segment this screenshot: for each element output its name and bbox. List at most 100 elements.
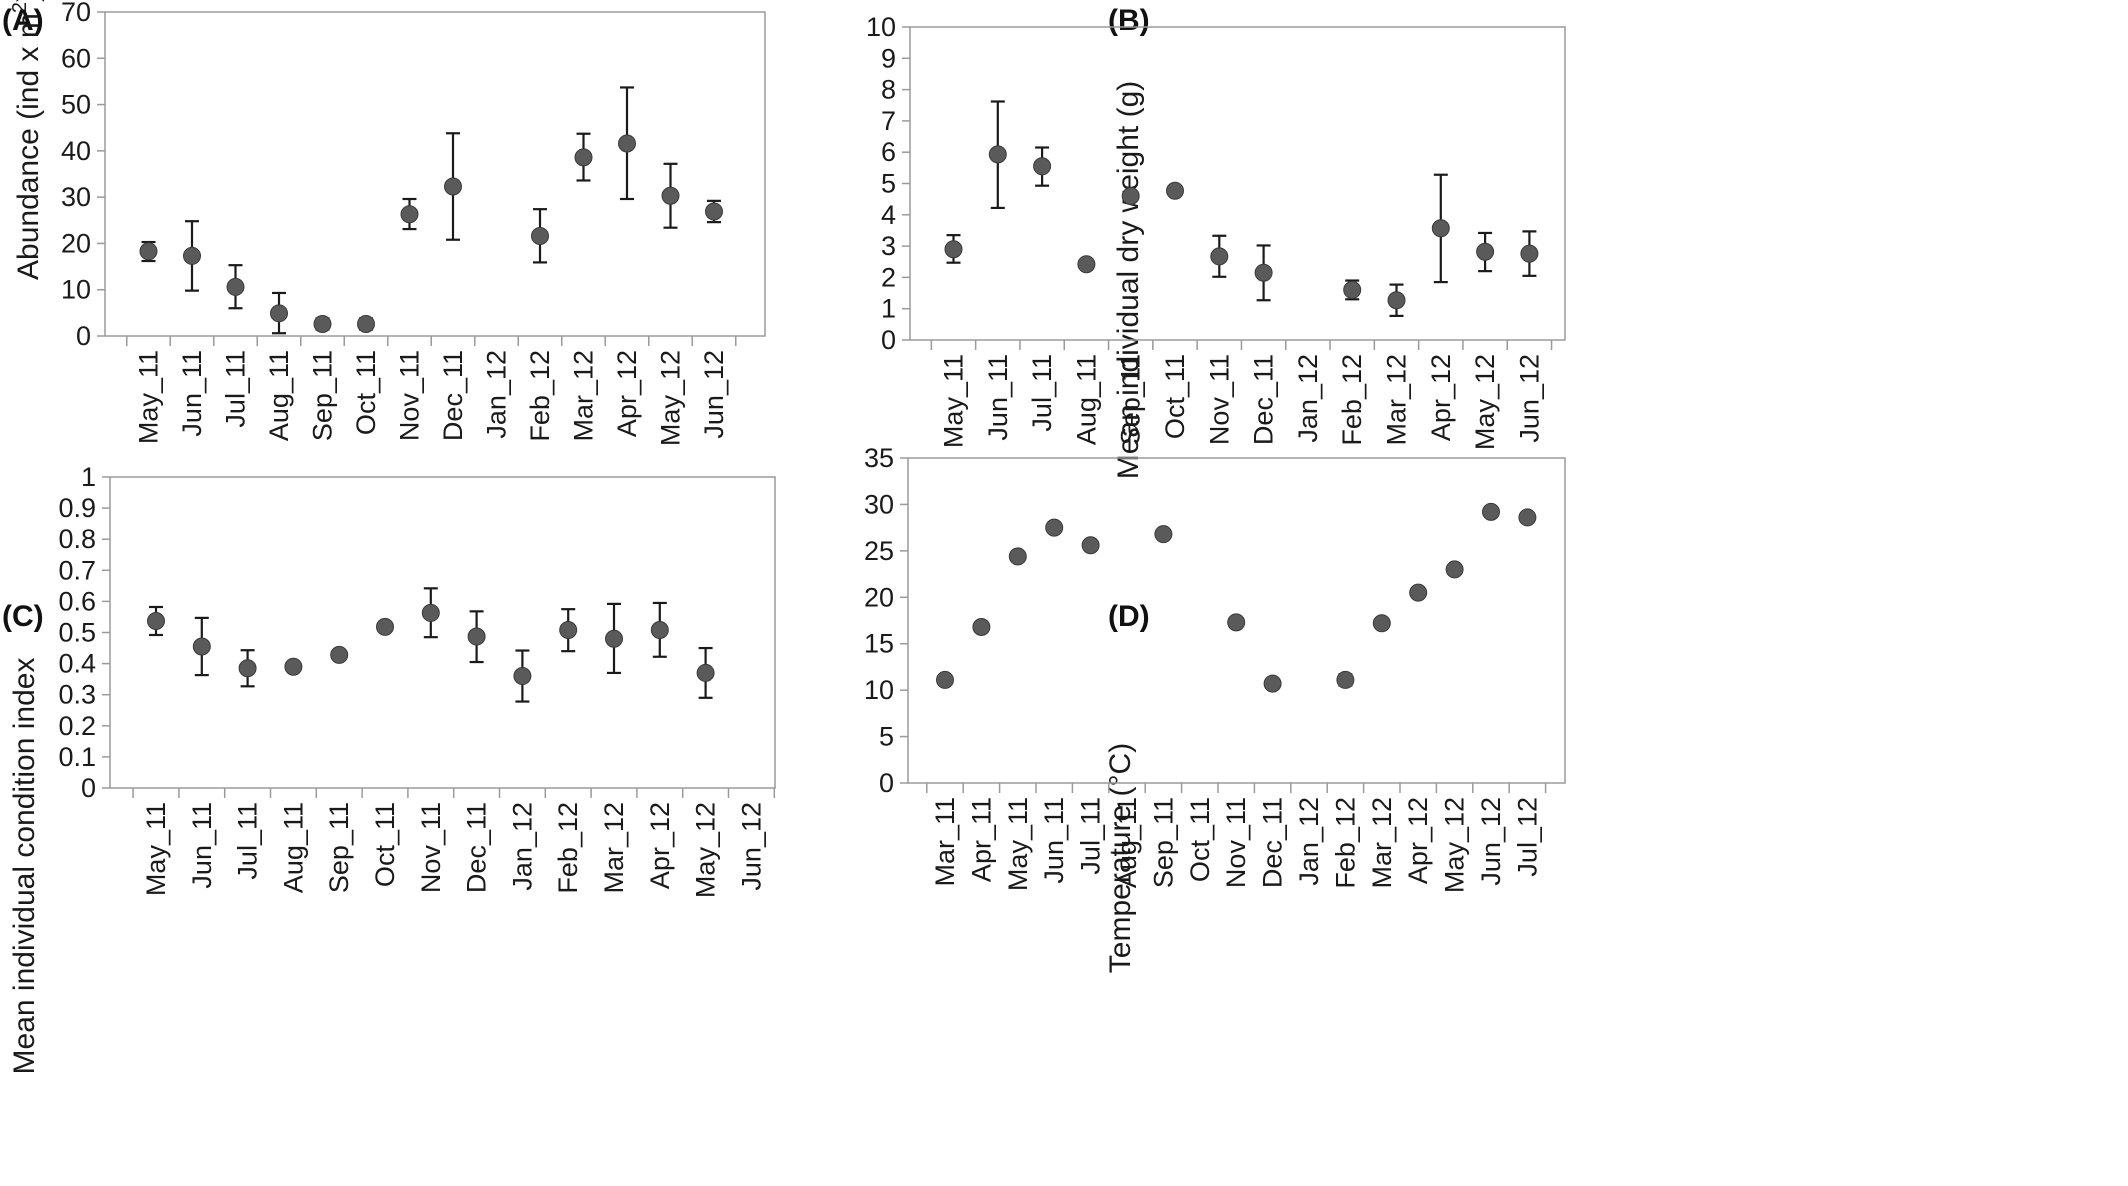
y-axis-title-d: Temperature (°C) xyxy=(1104,743,1137,973)
y-axis-title-a: Abundance (ind x m2) xyxy=(9,0,45,280)
y-tick-label-b: 2 xyxy=(881,262,896,292)
data-point-a xyxy=(357,314,375,333)
plot-frame-b xyxy=(909,26,1566,341)
y-tick-label-b: 10 xyxy=(866,12,896,42)
data-point-b xyxy=(944,240,963,259)
x-tick-label-b: Feb_12 xyxy=(1337,354,1367,446)
data-point-a xyxy=(618,134,636,153)
y-tick-label-a: 50 xyxy=(61,90,91,120)
data-point-a xyxy=(661,186,680,205)
y-tick-label-d: 15 xyxy=(864,629,894,659)
data-point-c xyxy=(192,637,211,656)
data-point-c xyxy=(467,627,486,646)
y-tick-label-b: 5 xyxy=(881,169,896,199)
x-tick-label-d: Jul_11 xyxy=(1076,797,1106,875)
y-tick-label-d: 0 xyxy=(879,768,894,798)
data-point-d xyxy=(972,618,991,636)
x-tick-label-b: Apr_12 xyxy=(1426,354,1456,441)
y-tick-label-a: 10 xyxy=(61,275,91,305)
data-point-d xyxy=(1409,583,1428,602)
data-point-b xyxy=(1077,255,1096,274)
panel-b: (B) Mean individual dry weight (g) 01234… xyxy=(866,4,1566,480)
y-tick-label-b: 0 xyxy=(881,325,896,355)
x-tick-label-c: May_12 xyxy=(691,802,721,898)
y-tick-label-b: 3 xyxy=(881,231,896,261)
y-tick-label-b: 1 xyxy=(881,294,896,324)
y-tick-label-c: 0 xyxy=(81,773,96,803)
panel-label-a: (A) xyxy=(2,4,44,37)
y-tick-label-c: 0.1 xyxy=(58,742,96,772)
x-tick-label-a: Jul_11 xyxy=(221,350,251,428)
data-point-c xyxy=(513,667,532,686)
y-tick-label-b: 6 xyxy=(881,137,896,167)
x-tick-label-a: Mar_12 xyxy=(569,350,599,442)
panel-c: (C) Mean individual condition index 00.1… xyxy=(2,462,776,1075)
x-tick-label-d: Jan_12 xyxy=(1294,797,1324,886)
data-point-b xyxy=(1431,219,1450,238)
x-tick-label-a: May_12 xyxy=(656,350,686,446)
x-tick-label-c: Jun_12 xyxy=(736,802,766,891)
data-point-b xyxy=(1343,280,1362,299)
y-tick-label-a: 30 xyxy=(61,182,91,212)
data-point-c xyxy=(605,629,623,648)
x-tick-label-d: Apr_12 xyxy=(1403,797,1433,884)
x-tick-label-b: Jul_11 xyxy=(1027,354,1057,432)
panel-label-b: (B) xyxy=(1108,4,1150,37)
x-tick-label-d: May_12 xyxy=(1440,797,1470,893)
x-tick-label-b: Jun_12 xyxy=(1514,354,1544,443)
x-tick-label-a: Aug_11 xyxy=(264,350,294,441)
x-tick-label-b: May_11 xyxy=(939,354,969,448)
y-axis-title-b: Mean individual dry weight (g) xyxy=(1112,81,1145,480)
x-tick-label-a: Dec_11 xyxy=(438,350,468,441)
y-tick-label-d: 30 xyxy=(864,489,894,519)
data-point-c xyxy=(238,659,257,678)
x-tick-label-b: Mar_12 xyxy=(1382,354,1412,446)
x-tick-label-d: Mar_12 xyxy=(1367,797,1397,889)
x-tick-label-c: Dec_11 xyxy=(462,802,492,893)
data-point-c xyxy=(421,603,440,622)
x-tick-label-b: Oct_11 xyxy=(1160,354,1190,439)
data-point-d xyxy=(936,670,954,689)
y-tick-label-a: 0 xyxy=(76,321,91,351)
x-tick-label-a: Feb_12 xyxy=(525,350,555,442)
data-point-b xyxy=(1166,181,1184,200)
x-tick-label-c: Oct_11 xyxy=(370,802,400,887)
y-tick-label-a: 60 xyxy=(61,43,91,73)
y-tick-label-c: 0.6 xyxy=(58,586,96,616)
x-tick-label-b: Dec_11 xyxy=(1249,354,1279,445)
y-tick-label-a: 40 xyxy=(61,136,91,166)
data-point-d xyxy=(1336,670,1355,689)
x-tick-label-d: Dec_11 xyxy=(1258,797,1288,888)
x-tick-label-b: Nov_11 xyxy=(1204,354,1234,445)
x-tick-label-a: Sep_11 xyxy=(308,350,338,441)
x-tick-label-a: Jan_12 xyxy=(482,350,512,439)
y-tick-label-b: 8 xyxy=(881,75,896,105)
y-tick-label-c: 1 xyxy=(81,462,96,492)
y-tick-label-b: 9 xyxy=(881,43,896,73)
x-tick-label-c: Apr_12 xyxy=(645,802,675,889)
data-point-c xyxy=(559,621,578,640)
y-tick-label-d: 10 xyxy=(864,675,894,705)
data-point-a xyxy=(400,205,419,224)
plot-frame-a xyxy=(104,11,766,337)
y-tick-label-d: 35 xyxy=(864,443,894,473)
x-tick-label-a: Nov_11 xyxy=(395,350,425,441)
x-tick-label-b: May_12 xyxy=(1470,354,1500,450)
y-tick-label-c: 0.3 xyxy=(58,680,96,710)
x-tick-label-c: Aug_11 xyxy=(278,802,308,893)
y-tick-label-c: 0.8 xyxy=(58,524,96,554)
data-point-c xyxy=(284,657,303,676)
data-point-b xyxy=(1520,244,1539,263)
x-tick-label-c: Feb_12 xyxy=(553,802,583,894)
x-tick-label-c: Mar_12 xyxy=(599,802,629,894)
panel-a: (A) Abundance (ind x m2) 0 10 20 30 40 50 60 70… xyxy=(2,0,766,446)
data-point-c xyxy=(696,663,715,682)
x-tick-label-d: Apr_11 xyxy=(966,797,996,882)
data-point-b xyxy=(1476,242,1495,261)
y-axis-title-c: Mean individual condition index xyxy=(8,658,41,1075)
data-point-c xyxy=(376,617,394,636)
x-tick-label-a: Jun_12 xyxy=(699,350,729,439)
data-point-a xyxy=(705,202,723,221)
